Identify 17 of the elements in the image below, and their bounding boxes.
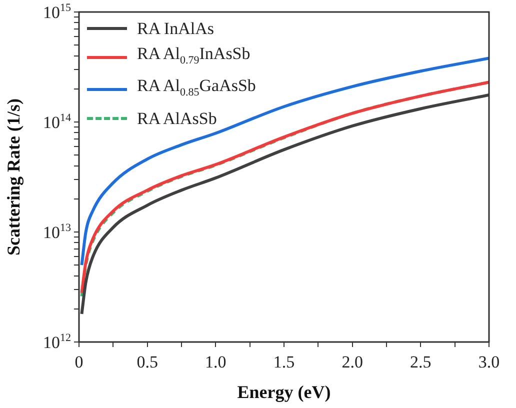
x-tick-label: 2.5 (410, 352, 432, 372)
y-tick-label: 10$^{13}$ (43, 222, 71, 242)
legend-label: RA Al$_{0.85}$GaAsSb (137, 75, 256, 101)
x-tick-label: 0 (74, 352, 84, 372)
x-tick-label: 1.0 (205, 352, 226, 372)
legend-label: RA Al$_{0.79}$InAsSb (137, 43, 250, 68)
legend-label: RA AlAsSb (137, 108, 217, 130)
y-tick-label: 10$^{15}$ (43, 2, 71, 22)
y-tick-label: 10$^{12}$ (43, 332, 71, 352)
x-axis-title: Energy (eV) (237, 382, 331, 402)
x-tick-label: 3.0 (478, 352, 500, 372)
x-tick-label: 0.5 (136, 352, 158, 372)
y-tick-label: 10$^{14}$ (43, 112, 71, 132)
x-tick-label: 2.0 (342, 352, 363, 372)
legend-label: RA InAlAs (137, 18, 214, 40)
x-tick-label: 1.5 (273, 352, 295, 372)
y-axis-title: Scattering Rate (1/s) (3, 98, 24, 256)
